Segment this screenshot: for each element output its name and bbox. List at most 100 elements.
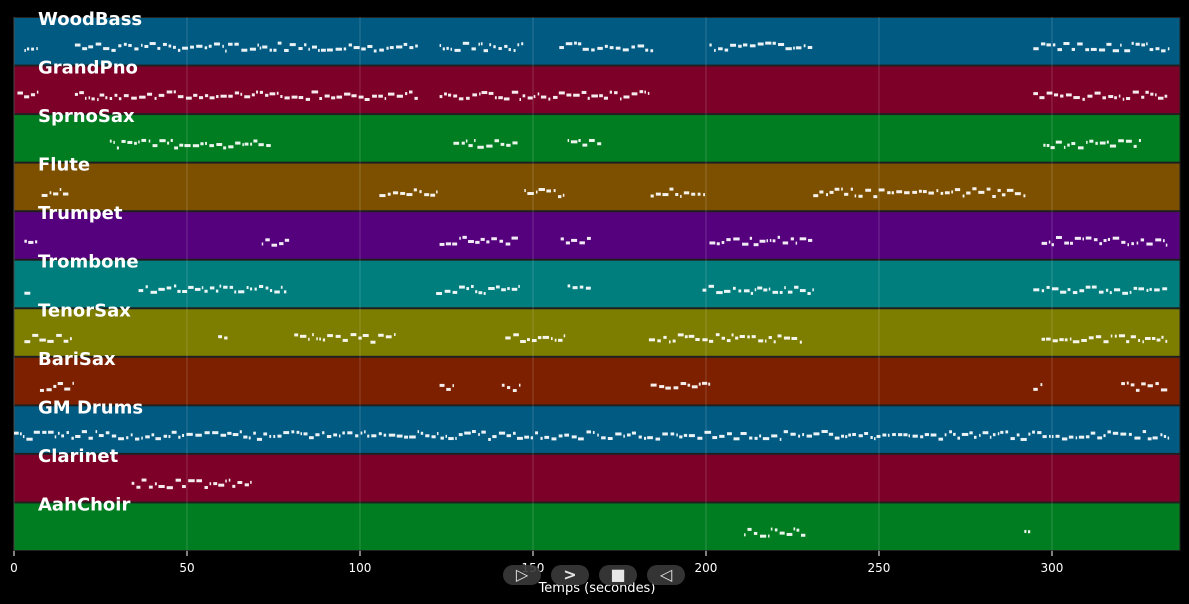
note xyxy=(283,431,290,435)
rewind-button[interactable]: ◁ xyxy=(647,565,685,585)
note xyxy=(565,42,573,46)
note xyxy=(1014,192,1021,196)
note xyxy=(166,286,172,290)
note xyxy=(483,291,486,295)
note xyxy=(599,94,603,98)
note xyxy=(1016,433,1020,437)
note xyxy=(645,48,649,52)
note xyxy=(903,433,908,437)
note xyxy=(1118,334,1126,338)
note xyxy=(452,290,458,294)
note xyxy=(891,191,894,195)
note xyxy=(508,48,511,52)
note xyxy=(24,340,31,344)
note xyxy=(1118,139,1124,143)
note xyxy=(232,433,239,437)
note xyxy=(1072,340,1080,344)
track-barisax xyxy=(13,356,1181,406)
note xyxy=(392,191,399,195)
note xyxy=(367,44,373,48)
note xyxy=(182,485,186,489)
note xyxy=(315,433,320,437)
note xyxy=(254,287,257,291)
next-button[interactable]: > xyxy=(551,565,589,585)
note xyxy=(322,431,325,435)
note xyxy=(770,527,773,531)
note xyxy=(766,239,769,243)
note xyxy=(1052,339,1058,343)
note xyxy=(702,381,708,385)
note xyxy=(721,336,726,340)
note xyxy=(845,435,848,439)
note xyxy=(387,92,395,96)
note xyxy=(882,433,887,437)
note xyxy=(572,286,578,290)
note xyxy=(591,94,598,98)
note xyxy=(828,432,834,436)
track-sprnosax xyxy=(13,114,1181,163)
note xyxy=(1112,431,1119,435)
note xyxy=(1085,48,1090,52)
note xyxy=(723,289,731,293)
note xyxy=(1130,383,1135,387)
note xyxy=(609,90,612,94)
note xyxy=(48,430,54,434)
note xyxy=(184,144,191,148)
note xyxy=(471,47,476,51)
note xyxy=(772,290,779,294)
note xyxy=(154,482,157,486)
note xyxy=(1020,437,1027,441)
note xyxy=(453,94,458,98)
note xyxy=(522,94,526,98)
note xyxy=(1078,435,1085,439)
note xyxy=(378,94,383,98)
note xyxy=(544,435,550,439)
note xyxy=(675,192,679,196)
play-button[interactable]: ▷ xyxy=(503,565,541,585)
note xyxy=(546,189,551,193)
note xyxy=(492,435,497,439)
note xyxy=(299,334,307,338)
note xyxy=(982,431,989,435)
note xyxy=(1103,434,1106,438)
note xyxy=(486,144,493,148)
note xyxy=(940,191,944,195)
note xyxy=(670,432,675,436)
note xyxy=(225,479,227,483)
note xyxy=(1000,430,1004,434)
note xyxy=(261,242,264,246)
note xyxy=(704,430,712,434)
note xyxy=(234,42,239,46)
note xyxy=(158,287,165,291)
note xyxy=(242,143,244,147)
note xyxy=(614,91,618,95)
note xyxy=(1127,243,1130,247)
note xyxy=(167,141,170,145)
note xyxy=(35,240,38,244)
note xyxy=(702,338,708,342)
note xyxy=(997,432,1000,436)
track-aahchoir xyxy=(13,502,1181,552)
note xyxy=(462,235,467,239)
note xyxy=(819,190,824,194)
note xyxy=(1112,49,1120,53)
note xyxy=(1027,530,1031,534)
note xyxy=(1146,242,1153,246)
note xyxy=(662,193,669,197)
note xyxy=(878,188,885,192)
note xyxy=(997,188,1001,192)
note xyxy=(280,285,283,289)
note xyxy=(1023,194,1026,198)
note xyxy=(227,431,232,435)
note xyxy=(787,290,793,294)
note xyxy=(201,286,204,290)
track-band xyxy=(13,453,1181,503)
note xyxy=(1032,430,1035,434)
note xyxy=(742,242,749,246)
note xyxy=(229,285,234,289)
note xyxy=(269,289,273,293)
stop-button[interactable]: ■ xyxy=(599,565,637,585)
note xyxy=(1121,382,1125,386)
note xyxy=(795,241,798,245)
note xyxy=(1040,383,1043,387)
